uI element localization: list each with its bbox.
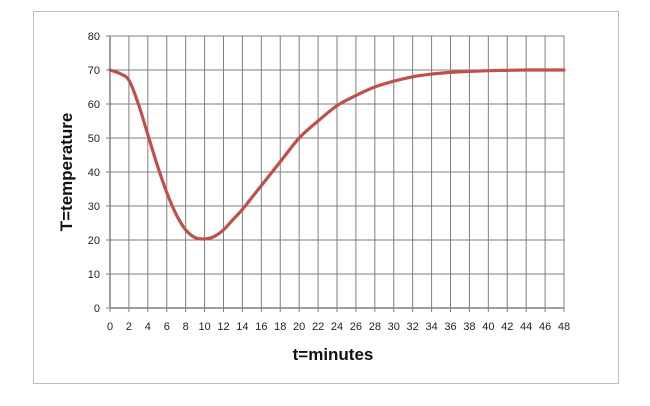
y-tick-label: 50 — [88, 133, 100, 145]
x-tick-label: 26 — [350, 321, 362, 333]
chart-frame — [33, 11, 619, 384]
x-tick-label: 34 — [425, 321, 437, 333]
x-tick-label: 24 — [331, 321, 343, 333]
y-tick-label: 60 — [88, 99, 100, 111]
x-tick-label: 28 — [369, 321, 381, 333]
x-tick-label: 30 — [388, 321, 400, 333]
x-tick-label: 32 — [407, 321, 419, 333]
y-tick-label: 40 — [88, 167, 100, 179]
x-tick-label: 4 — [145, 321, 151, 333]
x-tick-label: 6 — [164, 321, 170, 333]
x-tick-label: 12 — [217, 321, 229, 333]
x-tick-label: 14 — [236, 321, 248, 333]
grid-lines — [106, 35, 565, 312]
x-tick-label: 36 — [444, 321, 456, 333]
y-tick-label: 0 — [94, 303, 100, 315]
x-tick-label: 40 — [482, 321, 494, 333]
x-tick-label: 42 — [501, 321, 513, 333]
x-tick-label: 10 — [198, 321, 210, 333]
x-tick-label: 0 — [107, 321, 113, 333]
y-tick-labels: 0 10 20 30 40 50 60 70 80 — [88, 31, 100, 315]
x-tick-label: 22 — [312, 321, 324, 333]
y-tick-label: 70 — [88, 65, 100, 77]
x-tick-label: 46 — [539, 321, 551, 333]
x-tick-label: 16 — [255, 321, 267, 333]
x-tick-label: 44 — [520, 321, 532, 333]
series-group — [108, 68, 566, 241]
x-tick-label: 18 — [274, 321, 286, 333]
y-tick-label: 10 — [88, 269, 100, 281]
series-line-temperature — [108, 68, 566, 241]
x-tick-label: 38 — [463, 321, 475, 333]
x-tick-label: 8 — [183, 321, 189, 333]
x-tick-label: 20 — [293, 321, 305, 333]
x-tick-label: 48 — [558, 321, 570, 333]
x-axis-title: t=minutes — [293, 345, 374, 364]
y-tick-label: 20 — [88, 235, 100, 247]
y-tick-label: 80 — [88, 31, 100, 43]
y-axis-title: T=temperature — [57, 113, 76, 232]
x-tick-labels: 0 2 4 6 8 10 12 14 16 18 20 22 24 26 28 30 32 34 36 38 40 42 4… — [107, 321, 570, 333]
y-tick-label: 30 — [88, 201, 100, 213]
x-tick-label: 2 — [126, 321, 132, 333]
